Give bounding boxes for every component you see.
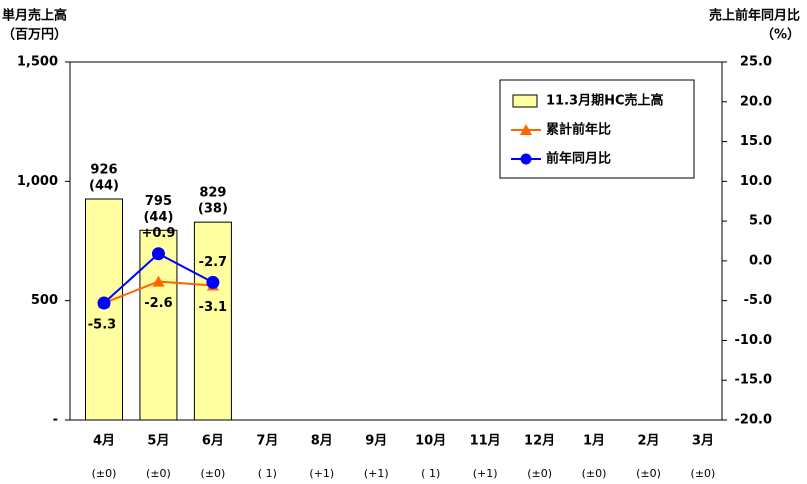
bar — [193, 221, 232, 421]
legend-marker — [520, 153, 532, 165]
y2-tick-label: -15.0 — [735, 373, 772, 388]
x-note: (+1) — [473, 467, 498, 480]
y2-tick-label: 10.0 — [740, 174, 772, 189]
y2-tick-label: 20.0 — [740, 94, 772, 109]
bar-value-label: 829 — [199, 186, 226, 201]
bar-value-label: 795 — [145, 194, 172, 209]
y-tick-label: 1,000 — [17, 174, 58, 189]
x-tick-label: 2月 — [637, 434, 659, 449]
x-note: (+1) — [364, 467, 389, 480]
bar — [139, 229, 178, 421]
y2-tick-label: -5.0 — [744, 293, 772, 308]
x-note: (±0) — [691, 467, 716, 480]
x-note: (±0) — [636, 467, 661, 480]
bar-sublabel: (44) — [143, 210, 173, 225]
x-tick-label: 8月 — [311, 434, 333, 449]
x-tick-label: 12月 — [524, 434, 555, 449]
x-note: (±0) — [527, 467, 552, 480]
legend-marker — [520, 124, 532, 135]
x-note: ( 1) — [421, 467, 440, 480]
x-tick-label: 4月 — [93, 434, 115, 449]
y2-tick-label: 25.0 — [740, 55, 772, 70]
plot-frame — [69, 61, 723, 421]
y2-tick-label: 0.0 — [749, 253, 772, 268]
y-tick-label: 1,500 — [17, 55, 58, 70]
x-note: (±0) — [92, 467, 117, 480]
y-tick-label: 500 — [31, 293, 58, 308]
point — [151, 247, 165, 261]
bar-value-label: 926 — [90, 162, 117, 177]
x-note: (±0) — [146, 467, 171, 480]
point — [206, 275, 220, 289]
y2-axis-title: 売上前年同月比 — [709, 8, 800, 24]
x-note: (+1) — [309, 467, 334, 480]
x-tick-label: 6月 — [202, 434, 224, 449]
data-label: -5.3 — [88, 318, 116, 333]
y2-tick-label: -10.0 — [735, 333, 772, 348]
legend-swatch — [512, 94, 538, 108]
x-tick-label: 5月 — [147, 434, 169, 449]
x-note: ( 1) — [258, 467, 277, 480]
legend-label: 前年同月比 — [546, 151, 611, 167]
x-note: (±0) — [582, 467, 607, 480]
y2-axis-title: （%） — [761, 27, 800, 43]
legend-label: 累計前年比 — [546, 122, 611, 138]
data-label: +0.9 — [141, 226, 175, 241]
x-tick-label: 1月 — [583, 434, 605, 449]
y2-tick-label: 15.0 — [740, 134, 772, 149]
data-label: -2.7 — [199, 255, 227, 270]
x-tick-label: 9月 — [365, 434, 387, 449]
bar-sublabel: (44) — [89, 178, 119, 193]
point — [152, 275, 165, 287]
y2-tick-label: 5.0 — [749, 214, 772, 229]
x-tick-label: 10月 — [415, 434, 446, 449]
y2-tick-label: -20.0 — [735, 413, 772, 428]
x-note: (±0) — [200, 467, 225, 480]
bar-sublabel: (38) — [198, 202, 228, 217]
x-tick-label: 7月 — [256, 434, 278, 449]
point — [97, 296, 111, 310]
x-tick-label: 11月 — [470, 434, 501, 449]
legend-label: 11.3月期HC売上高 — [546, 93, 664, 109]
y-axis-title: 単月売上高 — [2, 8, 67, 24]
data-label: -2.6 — [144, 296, 172, 311]
x-tick-label: 3月 — [692, 434, 714, 449]
y-axis-title: （百万円） — [2, 27, 67, 43]
y-tick-label: - — [53, 413, 58, 428]
data-label: -3.1 — [199, 300, 227, 315]
